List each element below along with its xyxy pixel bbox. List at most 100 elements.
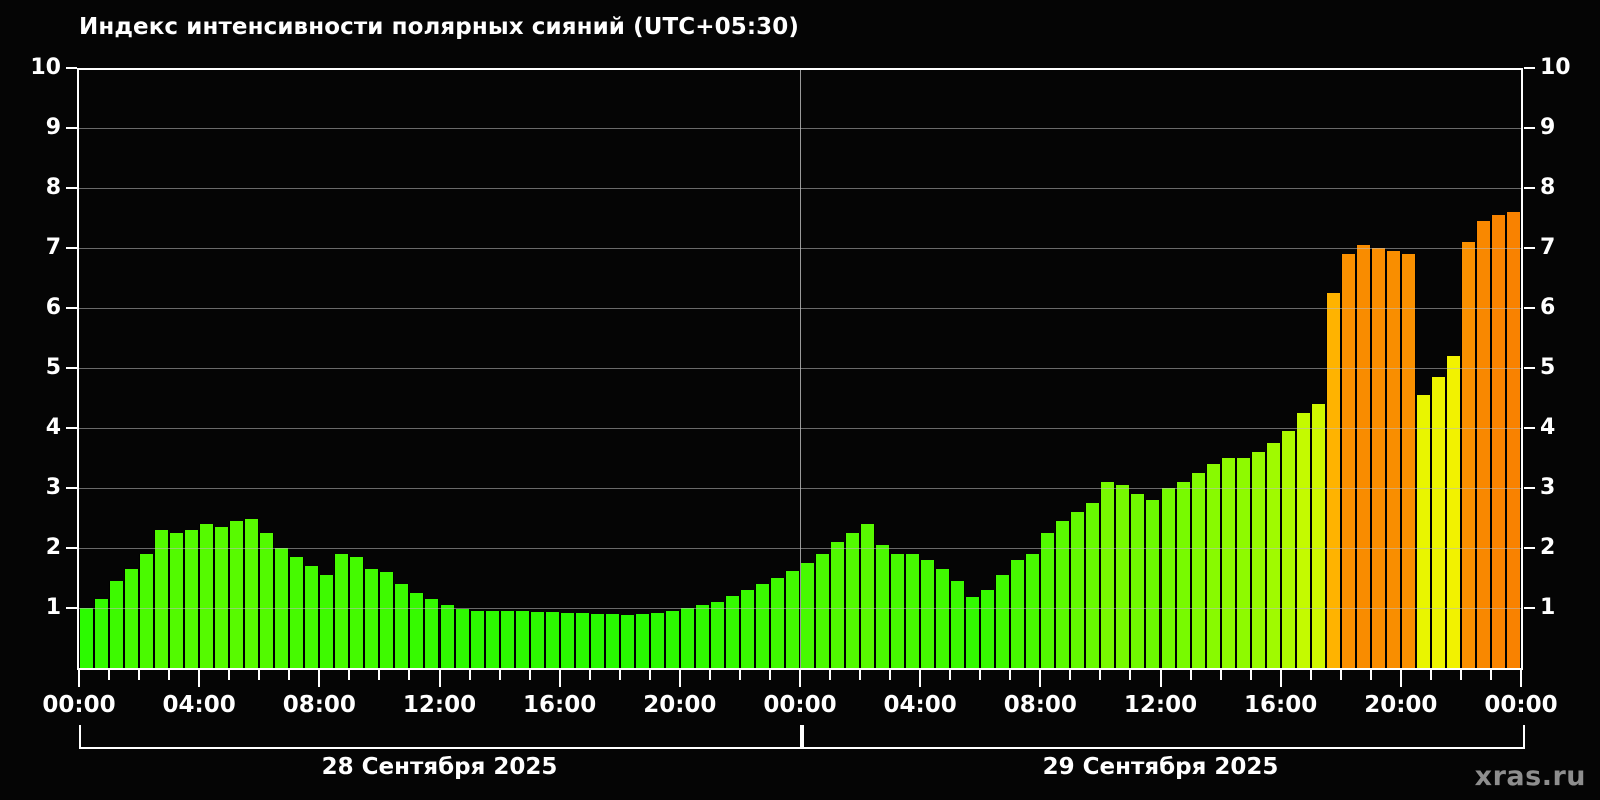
bar (634, 614, 650, 668)
bar (1385, 251, 1401, 668)
x-axis-label: 16:00 (523, 692, 597, 718)
bar (950, 581, 966, 668)
bar (664, 611, 680, 668)
bar (1085, 503, 1101, 668)
x-tick-minor (829, 670, 832, 680)
bar (1235, 458, 1251, 668)
x-axis-label: 00:00 (763, 692, 837, 718)
bar (875, 545, 891, 668)
bar (679, 608, 695, 668)
bar (469, 611, 485, 668)
x-tick-major (1279, 670, 1282, 687)
y-axis-label: 6 (45, 295, 61, 320)
x-tick-minor (648, 670, 651, 680)
x-tick-major (438, 670, 441, 687)
date-label: 28 Сентября 2025 (321, 754, 558, 780)
y-axis-label: 9 (45, 115, 61, 140)
x-tick-major (78, 670, 80, 687)
bar (619, 615, 635, 668)
y-tick-right (1524, 67, 1535, 69)
x-tick-major (678, 670, 681, 687)
y-axis-label: 1 (45, 595, 61, 620)
x-tick-minor (108, 670, 111, 680)
x-tick-minor (1189, 670, 1192, 680)
watermark: xras.ru (1474, 761, 1586, 792)
y-axis-label: 7 (45, 235, 61, 260)
y-tick-right (1524, 307, 1535, 309)
bar (1310, 404, 1326, 668)
x-axis-label: 08:00 (282, 692, 356, 718)
bar (935, 569, 951, 668)
bar (1175, 482, 1191, 668)
bar (169, 533, 185, 668)
y-tick-left (66, 487, 77, 489)
x-tick-major (318, 670, 321, 687)
bar (1265, 443, 1281, 668)
y-tick-left (66, 247, 77, 249)
y-tick-right (1524, 427, 1535, 429)
x-axis-label: 20:00 (1364, 692, 1438, 718)
x-tick-minor (168, 670, 171, 680)
x-tick-minor (468, 670, 471, 680)
bar (319, 575, 335, 668)
x-tick-minor (979, 670, 982, 680)
x-tick-minor (138, 670, 141, 680)
x-tick-minor (859, 670, 862, 680)
bar (199, 524, 215, 668)
bar (499, 611, 515, 668)
y-axis-label: 4 (45, 415, 61, 440)
y-tick-right (1524, 127, 1535, 129)
bar (980, 590, 996, 668)
x-tick-minor (708, 670, 711, 680)
bar (589, 614, 605, 668)
axis-top (79, 68, 1521, 70)
bar (454, 609, 470, 668)
bar (274, 548, 290, 668)
bar (830, 542, 846, 668)
x-axis-label: 04:00 (162, 692, 236, 718)
bar (1295, 413, 1311, 668)
bar (1130, 494, 1146, 668)
x-tick-minor (1489, 670, 1492, 680)
bar (289, 557, 305, 668)
x-axis-label: 12:00 (402, 692, 477, 718)
bar (559, 612, 575, 668)
x-tick-minor (1129, 670, 1132, 680)
bar (1475, 221, 1491, 668)
bar (694, 605, 710, 668)
x-tick-minor (1369, 670, 1372, 680)
bar (754, 584, 770, 668)
x-tick-minor (498, 670, 501, 680)
x-axis-label: 08:00 (1003, 692, 1077, 718)
x-tick-minor (1309, 670, 1312, 680)
bar (1040, 533, 1056, 668)
x-tick-minor (528, 670, 531, 680)
bar (1025, 554, 1041, 668)
y-axis-label: 8 (1540, 175, 1556, 200)
bar (214, 527, 230, 668)
x-tick-minor (738, 670, 741, 680)
x-axis-label: 20:00 (643, 692, 717, 718)
y-axis-label: 5 (45, 355, 61, 380)
bar (1115, 485, 1131, 668)
bar (304, 566, 320, 668)
x-tick-minor (408, 670, 411, 680)
x-tick-minor (1339, 670, 1342, 680)
bar (229, 521, 245, 668)
x-tick-major (1039, 670, 1042, 687)
bar (769, 578, 785, 668)
bar (1505, 212, 1521, 668)
date-bracket (79, 725, 804, 749)
x-tick-major (198, 670, 201, 687)
bar (1190, 473, 1206, 668)
x-tick-minor (228, 670, 231, 680)
bar (334, 554, 350, 668)
bar (1220, 458, 1236, 668)
bar (409, 593, 425, 668)
bar (364, 569, 380, 668)
bar (905, 554, 921, 668)
bar (1370, 248, 1386, 668)
y-tick-right (1524, 487, 1535, 489)
x-tick-minor (1249, 670, 1252, 680)
plot-area (79, 68, 1521, 668)
